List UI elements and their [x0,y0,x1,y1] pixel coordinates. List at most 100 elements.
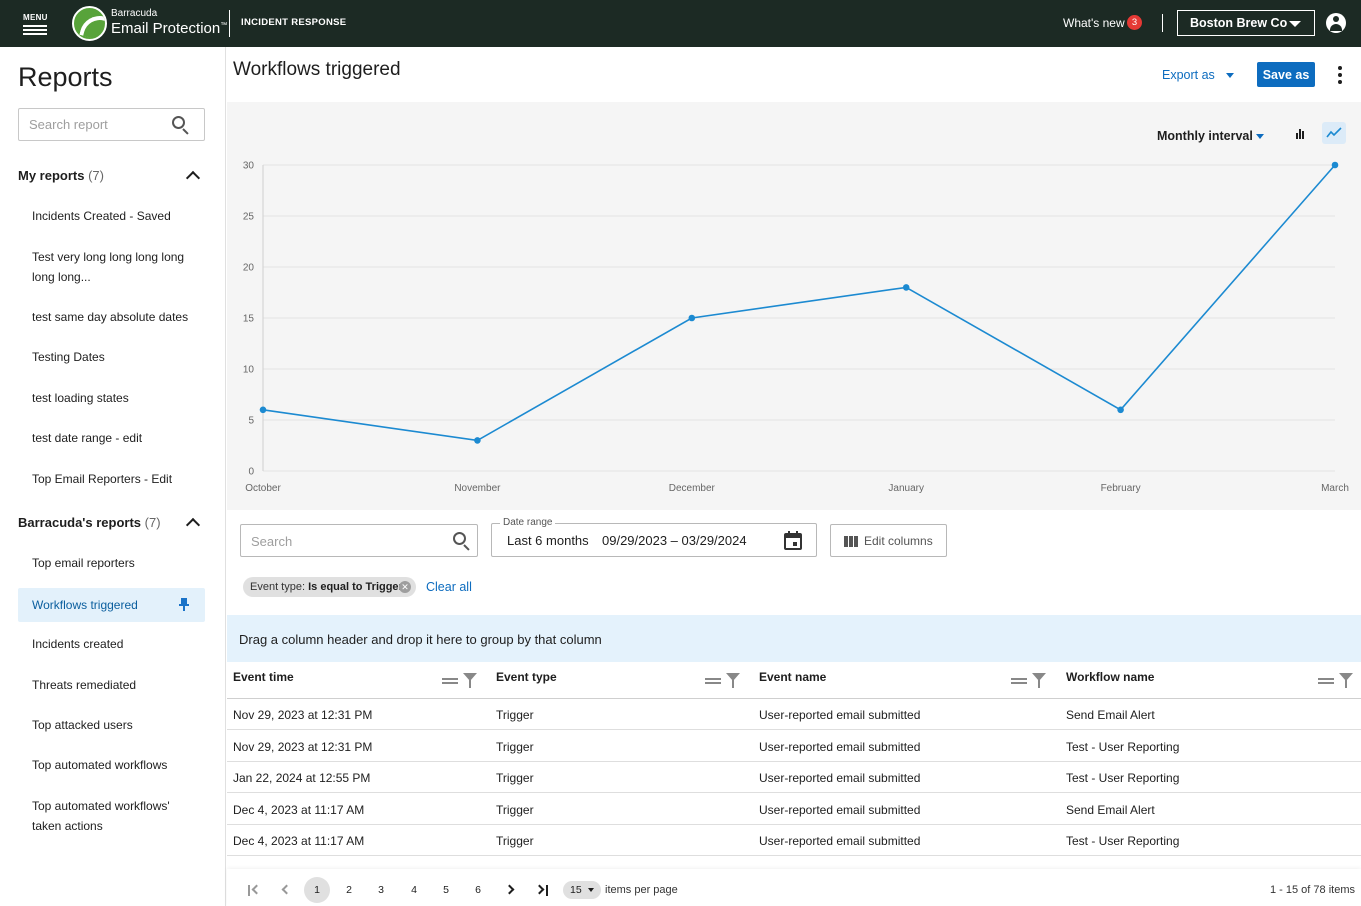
sidebar-item-my-report[interactable]: test same day absolute dates [32,310,189,324]
columns-icon [844,536,859,547]
sidebar-item-barracuda-report[interactable]: Top email reporters [32,556,135,570]
sidebar-item-barracuda-report[interactable]: Threats remediated [32,678,137,692]
edit-columns-button[interactable]: Edit columns [830,524,947,557]
column-menu-icon[interactable] [442,678,458,684]
account-select[interactable]: Boston Brew Co [1177,10,1315,36]
sidebar-item-my-report[interactable]: test loading states [32,391,129,405]
caret-down-icon [1256,134,1264,139]
collapse-barracuda-reports-icon[interactable] [185,517,201,533]
table-row[interactable]: Dec 4, 2023 at 11:17 AM Trigger User-rep… [227,794,1361,825]
cell-workflow-name: Test - User Reporting [1066,740,1180,754]
cell-event-time: Jan 22, 2024 at 12:55 PM [233,771,371,785]
table-search-input[interactable] [251,534,441,549]
date-range-preset: Last 6 months [507,533,589,548]
sidebar-item-barracuda-report[interactable]: Top automated workflows' taken actions [32,799,170,833]
page-button[interactable]: 2 [336,877,362,903]
barracuda-logo-icon [72,6,107,41]
interval-select[interactable]: Monthly interval [1150,127,1270,145]
data-point [1117,406,1124,414]
table-body: Nov 29, 2023 at 12:31 PM Trigger User-re… [227,699,1361,857]
previous-page-icon[interactable] [275,877,297,903]
sidebar-item-workflows-triggered[interactable]: Workflows triggered [18,588,205,622]
column-menu-icon[interactable] [1011,678,1027,684]
filter-chip[interactable]: Event type: Is equal to Trigger ✕ [243,577,416,597]
table-row[interactable]: Nov 29, 2023 at 12:31 PM Trigger User-re… [227,731,1361,762]
page-button[interactable]: 3 [368,877,394,903]
calendar-icon[interactable] [784,531,802,550]
data-point [474,437,481,444]
whats-new-link[interactable]: What's new [1063,16,1125,30]
sidebar-item-my-report[interactable]: Top Email Reporters - Edit [32,472,173,486]
x-tick-label: January [888,483,924,494]
workflows-line-chart: 0 5 10 15 20 25 30 October November December Janua… [243,161,1349,495]
data-point [259,406,267,414]
my-reports-header[interactable]: My reports (7) [18,168,104,183]
sidebar-item-barracuda-report[interactable]: Top automated workflows [32,758,168,772]
search-icon[interactable] [172,116,190,135]
report-search-input[interactable] [29,117,169,132]
date-range-value: 09/29/2023 – 03/29/2024 [602,533,747,548]
sidebar-item-my-report[interactable]: test date range - edit [32,431,143,445]
column-header-event-name[interactable]: Event name [759,670,827,684]
export-as-button[interactable]: Export as [1155,62,1241,87]
column-header-event-type[interactable]: Event type [496,670,557,684]
menu-icon [23,25,47,27]
collapse-my-reports-icon[interactable] [185,170,201,186]
cell-workflow-name: Send Email Alert [1066,708,1155,722]
page-button[interactable]: 1 [304,877,330,903]
first-page-icon[interactable] [243,877,265,903]
page-button[interactable]: 5 [433,877,459,903]
page-title: Workflows triggered [233,59,401,80]
column-menu-icon[interactable] [705,678,721,684]
search-icon[interactable] [453,532,471,551]
cell-workflow-name: Send Email Alert [1066,803,1155,817]
product-name: INCIDENT RESPONSE [241,17,347,28]
column-filter-icon[interactable] [463,673,477,688]
group-by-drop-zone[interactable]: Drag a column header and drop it here to… [227,615,1361,662]
reports-sidebar: Reports My reports (7) Incidents Created… [0,47,226,906]
column-filter-icon[interactable] [1032,673,1046,688]
table-row[interactable]: Nov 29, 2023 at 12:31 PM Trigger User-re… [227,699,1361,730]
cell-event-time: Nov 29, 2023 at 12:31 PM [233,740,373,754]
cell-workflow-name: Test - User Reporting [1066,771,1180,785]
items-range-label: 1 - 15 of 78 items [1270,884,1355,896]
sidebar-item-barracuda-report[interactable]: Top attacked users [32,718,133,732]
sidebar-item-my-report[interactable]: Testing Dates [32,350,105,364]
page-button[interactable]: 4 [401,877,427,903]
page-button[interactable]: 6 [465,877,491,903]
y-tick-label: 15 [243,314,255,325]
table-row[interactable]: Jan 22, 2024 at 12:55 PM Trigger User-re… [227,762,1361,793]
date-range-picker[interactable]: Date range Last 6 months 09/29/2023 – 03… [491,517,817,557]
cell-event-name: User-reported email submitted [759,708,921,722]
pin-icon[interactable] [179,598,189,611]
column-filter-icon[interactable] [1339,673,1353,688]
items-per-page-select[interactable]: 15 [563,881,601,899]
menu-button[interactable]: MENU [12,8,58,38]
bar-chart-toggle-icon[interactable] [1288,122,1312,144]
sidebar-item-my-report[interactable]: Incidents Created - Saved [32,209,171,223]
sidebar-item-barracuda-report[interactable]: Incidents created [32,637,124,651]
cell-event-name: User-reported email submitted [759,740,921,754]
save-as-button[interactable]: Save as [1257,62,1315,87]
brand-divider [229,10,230,37]
column-header-workflow-name[interactable]: Workflow name [1066,670,1155,684]
y-tick-label: 10 [243,365,255,376]
cell-event-type: Trigger [496,834,534,848]
next-page-icon[interactable] [501,877,523,903]
barracuda-reports-header[interactable]: Barracuda's reports (7) [18,515,161,530]
y-tick-label: 0 [248,467,254,478]
user-account-icon[interactable] [1326,13,1346,33]
more-options-icon[interactable] [1333,65,1347,85]
y-tick-label: 25 [243,212,255,223]
table-row[interactable]: Dec 4, 2023 at 11:17 AM Trigger User-rep… [227,825,1361,856]
sidebar-item-my-report[interactable]: Test very long long long long long long.… [32,250,185,284]
column-filter-icon[interactable] [726,673,740,688]
column-menu-icon[interactable] [1318,678,1334,684]
last-page-icon[interactable] [532,877,554,903]
line-chart-toggle-icon[interactable] [1322,122,1346,144]
column-header-event-time[interactable]: Event time [233,670,294,684]
clear-all-button[interactable]: Clear all [426,580,472,594]
remove-filter-icon[interactable]: ✕ [399,581,411,593]
items-per-page-label: items per page [605,884,678,896]
series-line [262,164,1336,442]
